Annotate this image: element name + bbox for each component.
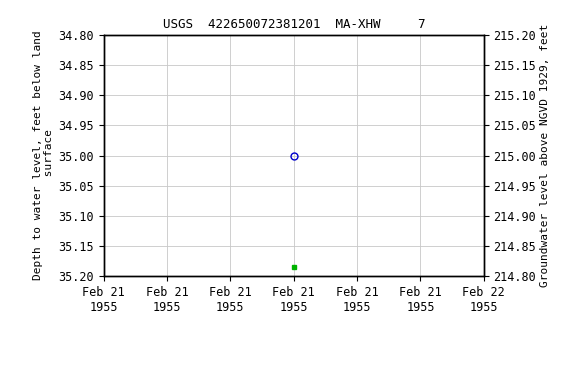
Y-axis label: Depth to water level, feet below land
 surface: Depth to water level, feet below land su… [33,31,54,280]
Title: USGS  422650072381201  MA-XHW     7: USGS 422650072381201 MA-XHW 7 [162,18,425,31]
Y-axis label: Groundwater level above NGVD 1929, feet: Groundwater level above NGVD 1929, feet [540,24,551,287]
